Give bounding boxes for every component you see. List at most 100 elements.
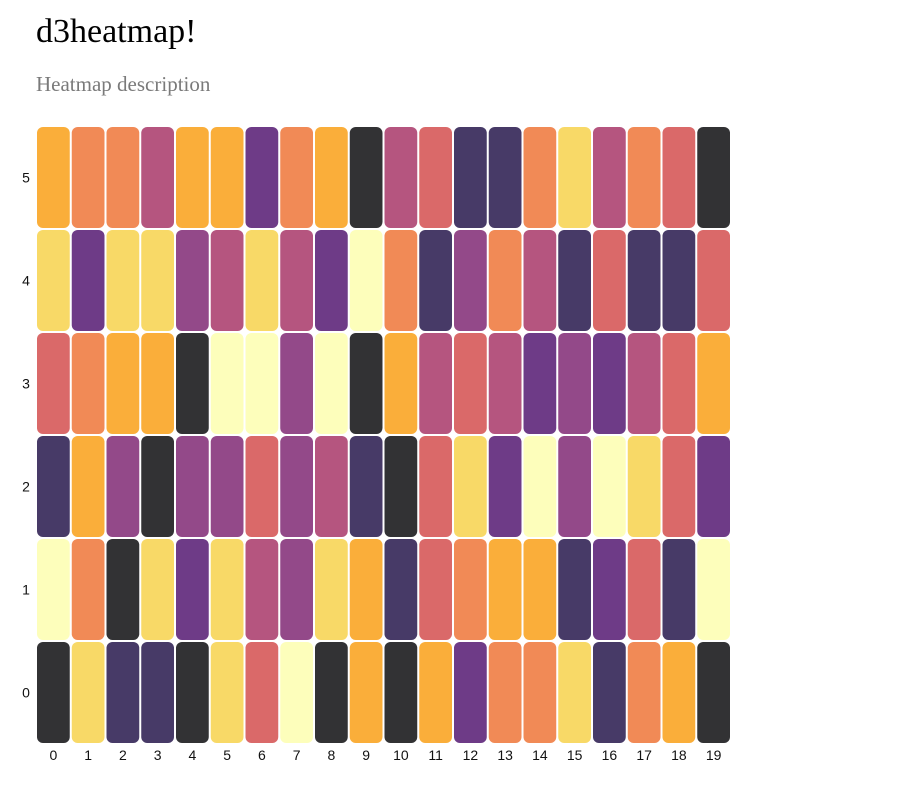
heatmap-cell-r1-c5 [210,539,244,640]
heatmap-cell-r4-c2 [106,230,140,331]
heatmap-cell-r4-c13 [488,230,522,331]
heatmap-cell-r2-c16 [593,436,626,537]
heatmap-cell-r1-c10 [384,539,418,640]
heatmap-cell-r3-c13 [488,333,522,434]
heatmap-cell-r2-c0 [37,436,70,537]
heatmap-cell-r5-c6 [245,127,279,228]
heatmap-cell-r3-c15 [558,333,591,434]
x-tick-label: 12 [463,747,479,763]
heatmap-cell-r3-c1 [71,333,105,434]
heatmap-cell-r2-c8 [315,436,348,537]
heatmap-cell-r5-c10 [384,127,418,228]
heatmap-cell-r2-c4 [176,436,209,537]
heatmap-cell-r4-c0 [37,230,70,331]
heatmap-cell-r3-c5 [210,333,244,434]
heatmap-cell-r2-c10 [384,436,418,537]
heatmap-cell-r0-c2 [106,642,140,743]
heatmap-cell-r0-c10 [384,642,418,743]
heatmap-cell-r0-c1 [71,642,105,743]
heatmap-cell-r2-c7 [280,436,313,537]
heatmap-cell-r4-c14 [523,230,557,331]
heatmap-cell-r3-c18 [662,333,696,434]
heatmap-cell-r3-c19 [697,333,730,434]
heatmap-cell-r0-c9 [349,642,383,743]
heatmap-cell-r2-c17 [627,436,661,537]
heatmap-cell-r3-c4 [176,333,209,434]
heatmap-cell-r5-c14 [523,127,557,228]
heatmap-cell-r5-c8 [315,127,348,228]
heatmap-cell-r1-c14 [523,539,557,640]
x-tick-label: 3 [154,747,162,763]
heatmap-cell-r2-c14 [523,436,557,537]
heatmap-cell-r4-c7 [280,230,313,331]
heatmap-cell-r2-c3 [141,436,174,537]
heatmap-cell-r2-c9 [349,436,383,537]
x-tick-label: 0 [49,747,57,763]
x-tick-label: 11 [428,747,443,763]
heatmap-cell-r0-c16 [593,642,626,743]
heatmap-cell-r4-c9 [349,230,383,331]
heatmap-cell-r5-c7 [280,127,313,228]
x-tick-label: 1 [84,747,92,763]
heatmap-cell-r4-c17 [627,230,661,331]
heatmap-cell-r3-c8 [315,333,348,434]
x-tick-label: 9 [362,747,370,763]
heatmap-cell-r0-c4 [176,642,209,743]
heatmap-cell-r0-c14 [523,642,557,743]
heatmap-cell-r4-c5 [210,230,244,331]
x-tick-label: 17 [636,747,652,763]
heatmap-cell-r0-c0 [37,642,70,743]
y-tick-label: 0 [22,685,30,701]
heatmap-cell-r3-c12 [454,333,487,434]
heatmap-cell-r4-c12 [454,230,487,331]
heatmap-cell-r1-c17 [627,539,661,640]
heatmap-cell-r4-c11 [419,230,452,331]
heatmap-cell-r0-c11 [419,642,452,743]
heatmap-cell-r2-c13 [488,436,522,537]
heatmap-cell-r0-c18 [662,642,696,743]
heatmap-cell-r5-c4 [176,127,209,228]
heatmap-cell-r0-c13 [488,642,522,743]
heatmap-cell-r5-c11 [419,127,452,228]
heatmap-cell-r2-c19 [697,436,730,537]
y-tick-label: 3 [22,376,30,392]
heatmap-cell-r4-c10 [384,230,418,331]
x-tick-label: 5 [223,747,231,763]
heatmap-cell-r1-c13 [488,539,522,640]
heatmap-cell-r3-c17 [627,333,661,434]
x-tick-label: 6 [258,747,266,763]
heatmap-cell-r1-c3 [141,539,174,640]
x-tick-label: 18 [671,747,687,763]
heatmap-cell-r3-c11 [419,333,452,434]
x-tick-label: 16 [602,747,618,763]
heatmap-cell-r4-c18 [662,230,696,331]
heatmap-cell-r2-c18 [662,436,696,537]
heatmap-cell-r5-c12 [454,127,487,228]
x-tick-label: 8 [327,747,335,763]
heatmap-cell-r5-c9 [349,127,383,228]
page-title: d3heatmap! [36,13,197,50]
heatmap-cell-r1-c19 [697,539,730,640]
heatmap-cell-r1-c1 [71,539,105,640]
heatmap-cell-r3-c6 [245,333,279,434]
heatmap-cell-r5-c5 [210,127,244,228]
heatmap-cell-r5-c15 [558,127,591,228]
heatmap-cell-r5-c0 [37,127,70,228]
heatmap-cell-r2-c5 [210,436,244,537]
heatmap-cell-r1-c18 [662,539,696,640]
x-tick-label: 19 [706,747,722,763]
x-axis: 0 1 2 3 4 5 6 7 8 9 10 11 12 13 14 15 16 17 18 19 [49,747,721,763]
heatmap-cell-r5-c13 [488,127,522,228]
y-axis: 0 1 2 3 4 5 [22,170,30,701]
heatmap-cell-r5-c18 [662,127,696,228]
heatmap-cell-r4-c19 [697,230,730,331]
heatmap-cell-r1-c6 [245,539,279,640]
heatmap-cell-r4-c6 [245,230,279,331]
heatmap-cell-r3-c3 [141,333,174,434]
heatmap-cell-r2-c1 [71,436,105,537]
x-tick-label: 10 [393,747,409,763]
heatmap-cell-r4-c1 [71,230,105,331]
heatmap-cell-r0-c7 [280,642,313,743]
heatmap-cell-r0-c6 [245,642,279,743]
heatmap-cell-r5-c3 [141,127,174,228]
